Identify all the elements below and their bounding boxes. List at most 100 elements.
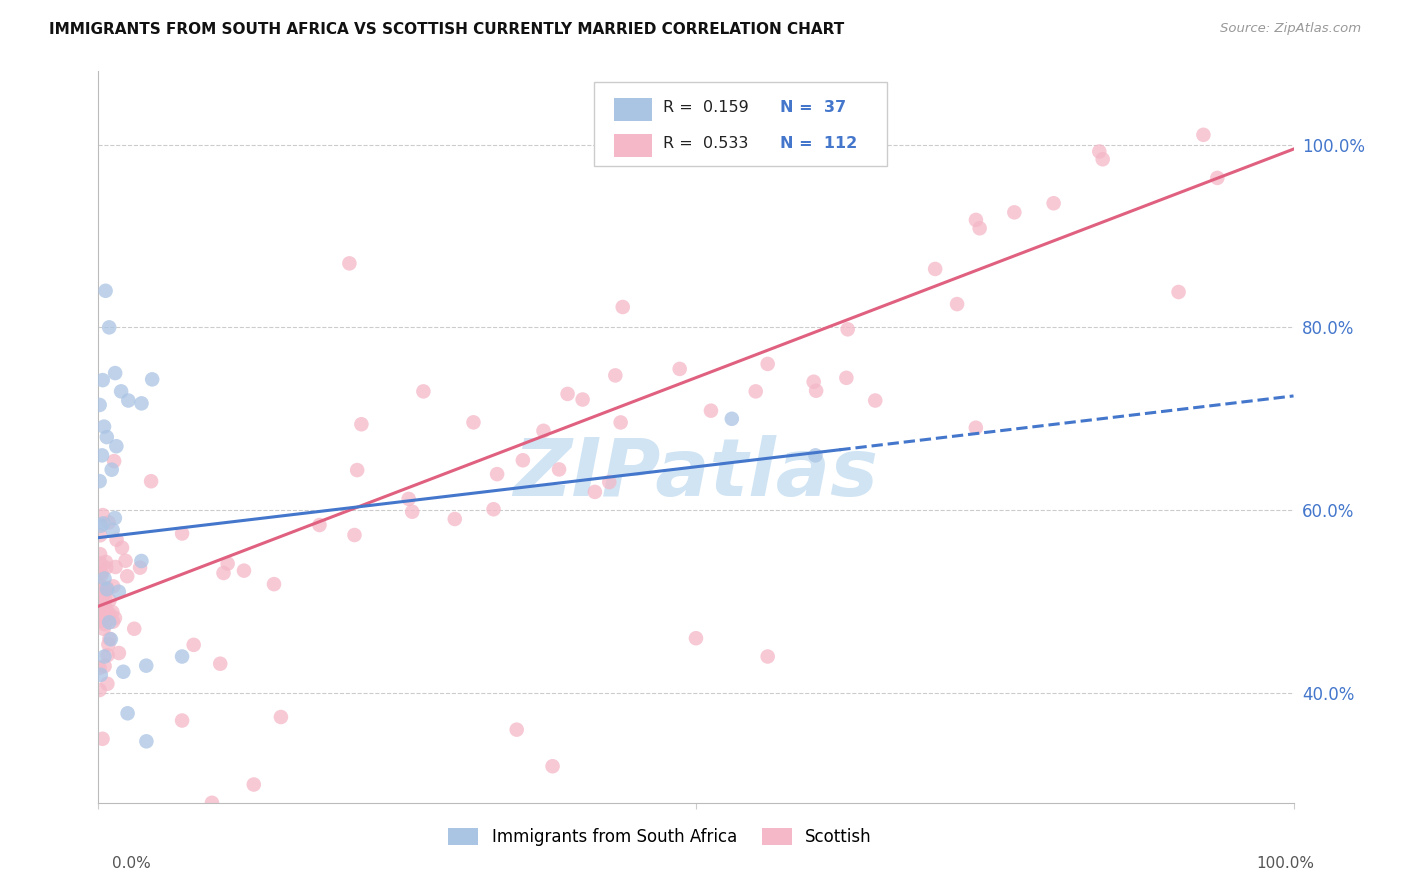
Point [965, 420, 987, 434]
Point [89, 582, 111, 597]
Text: ZIPatlas: ZIPatlas [513, 434, 879, 513]
Point [97, 637, 120, 651]
Point [350, 417, 373, 432]
Point [90, 557, 112, 571]
Point [112, 665, 135, 679]
Point [93, 604, 115, 618]
Point [1167, 285, 1189, 299]
Point [90, 614, 112, 628]
Point [98, 632, 121, 646]
Point [104, 560, 127, 574]
Point [598, 475, 620, 489]
Text: N =  112: N = 112 [779, 136, 856, 151]
Point [533, 424, 555, 438]
Point [111, 541, 134, 555]
Point [700, 403, 723, 417]
Point [94, 599, 117, 613]
Point [482, 502, 505, 516]
Point [131, 396, 153, 410]
Point [443, 512, 465, 526]
Point [91, 516, 114, 531]
Point [583, 484, 606, 499]
Point [101, 605, 124, 619]
Point [506, 723, 529, 737]
Point [98, 615, 121, 630]
Point [90, 567, 112, 582]
Point [96, 560, 118, 574]
Point [212, 566, 235, 580]
Point [745, 384, 768, 399]
Point [91, 731, 114, 746]
Point [104, 366, 127, 380]
Point [91, 508, 114, 522]
Point [685, 632, 707, 646]
Point [101, 615, 124, 629]
Point [115, 569, 138, 583]
Text: R =  0.533: R = 0.533 [662, 136, 748, 151]
Point [1091, 153, 1114, 167]
Point [94, 617, 117, 632]
Point [131, 554, 153, 568]
Point [721, 412, 744, 426]
Point [96, 430, 118, 444]
Text: 100.0%: 100.0% [1257, 856, 1315, 871]
Point [804, 384, 827, 398]
Point [89, 547, 111, 561]
Point [965, 213, 987, 227]
Point [89, 578, 111, 592]
Point [104, 511, 127, 525]
Point [343, 528, 366, 542]
Point [512, 453, 534, 467]
Point [924, 262, 946, 277]
FancyBboxPatch shape [613, 98, 652, 121]
Point [117, 393, 139, 408]
Point [612, 300, 634, 314]
Point [835, 371, 858, 385]
Point [135, 658, 157, 673]
Point [209, 657, 232, 671]
Point [90, 566, 112, 580]
Point [401, 505, 423, 519]
Point [668, 362, 690, 376]
Point [93, 622, 115, 636]
Point [105, 533, 128, 547]
Point [122, 622, 145, 636]
Point [609, 416, 631, 430]
Point [96, 581, 118, 595]
Point [541, 759, 564, 773]
Point [108, 646, 131, 660]
Point [117, 706, 139, 721]
Point [1192, 128, 1215, 142]
Point [837, 322, 859, 336]
Point [93, 649, 115, 664]
Point [1002, 205, 1025, 219]
Point [89, 591, 111, 606]
Point [94, 555, 117, 569]
Point [756, 357, 779, 371]
Legend: Immigrants from South Africa, Scottish: Immigrants from South Africa, Scottish [441, 822, 879, 853]
Point [94, 284, 117, 298]
Point [339, 256, 361, 270]
Point [263, 577, 285, 591]
Point [105, 439, 128, 453]
Point [804, 448, 827, 462]
Point [756, 649, 779, 664]
Point [114, 554, 136, 568]
Text: R =  0.159: R = 0.159 [662, 100, 748, 115]
Point [101, 579, 124, 593]
Point [89, 598, 111, 612]
Point [463, 415, 485, 429]
Point [217, 557, 239, 571]
Point [571, 392, 593, 407]
Point [93, 659, 115, 673]
Text: N =  37: N = 37 [779, 100, 846, 115]
Point [93, 419, 115, 434]
Point [91, 373, 114, 387]
Point [90, 667, 112, 681]
Point [94, 584, 117, 599]
Point [100, 632, 122, 647]
Point [89, 398, 111, 412]
Point [91, 851, 114, 865]
Point [98, 320, 121, 334]
Point [172, 649, 194, 664]
